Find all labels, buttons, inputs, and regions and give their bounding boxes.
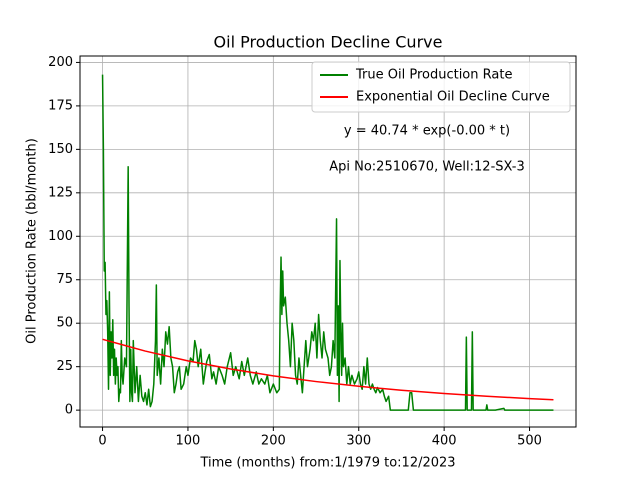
x-tick-label: 200 <box>261 434 286 449</box>
y-tick-label: 200 <box>48 55 73 70</box>
y-tick-label: 100 <box>48 229 73 244</box>
y-tick-label: 150 <box>48 142 73 157</box>
legend-label: Exponential Oil Decline Curve <box>356 90 550 105</box>
data-line <box>102 338 554 401</box>
legend-box <box>311 61 571 113</box>
x-tick-label: 0 <box>98 434 106 449</box>
annotation: Api No:2510670, Well:12-SX-3 <box>329 160 525 175</box>
y-tick-label: 175 <box>48 98 73 113</box>
x-tick-label: 100 <box>176 434 201 449</box>
y-tick-label: 75 <box>56 272 73 287</box>
y-axis-label: Oil Production Rate (bbl/month) <box>25 138 40 344</box>
y-tick-label: 125 <box>48 185 73 200</box>
annotation: y = 40.74 * exp(-0.00 * t) <box>344 124 510 139</box>
x-tick-label: 300 <box>346 434 371 449</box>
y-tick-label: 50 <box>56 316 73 331</box>
x-axis-label: Time (months) from:1/1979 to:12/2023 <box>199 456 455 471</box>
plot-frame <box>79 55 577 428</box>
y-tick-label: 25 <box>56 359 73 374</box>
x-tick-label: 400 <box>432 434 457 449</box>
data-line <box>101 74 554 411</box>
y-tick-label: 0 <box>65 403 73 418</box>
chart-title: Oil Production Decline Curve <box>214 33 443 52</box>
x-tick-label: 500 <box>517 434 542 449</box>
legend-label: True Oil Production Rate <box>355 68 512 83</box>
